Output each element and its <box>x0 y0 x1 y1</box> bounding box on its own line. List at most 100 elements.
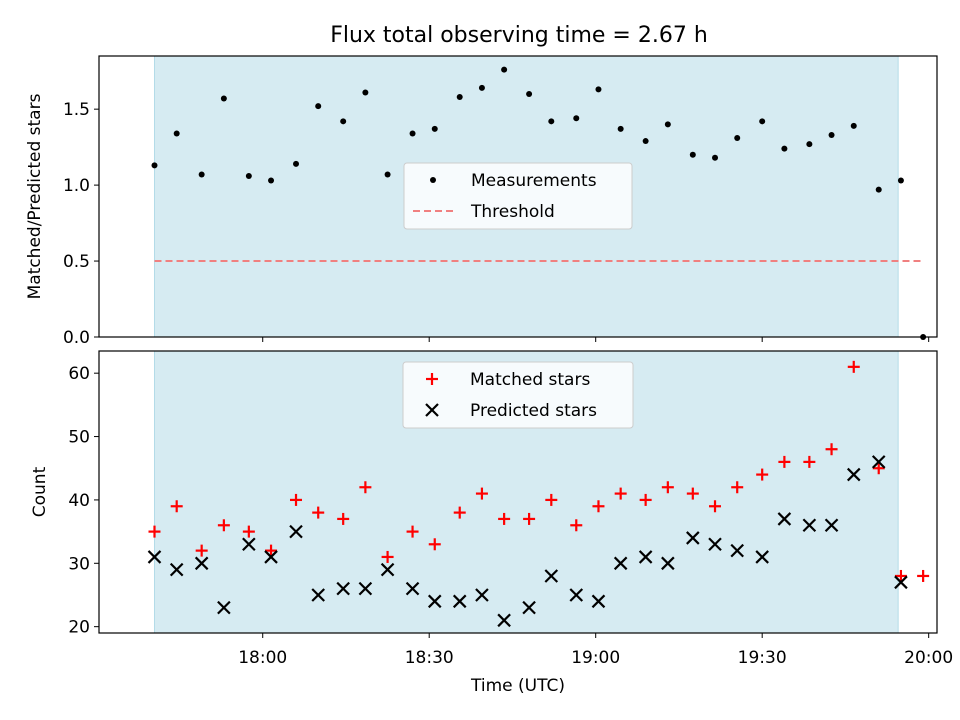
x-stroke <box>194 556 209 571</box>
matched-stars-point <box>242 525 255 538</box>
predicted-stars-point <box>871 455 886 469</box>
matched-stars-point <box>661 481 674 494</box>
x-stroke <box>802 518 817 533</box>
matched-stars-point <box>195 544 208 557</box>
predicted-stars-point <box>289 524 303 539</box>
matched-stars-point <box>498 512 511 525</box>
measurement-point <box>315 103 322 110</box>
y-tick-label: 40 <box>68 491 90 511</box>
predicted-stars-point <box>686 531 700 545</box>
x-stroke <box>846 467 861 482</box>
matched-stars-point <box>170 500 183 513</box>
predicted-stars-point <box>358 581 373 596</box>
measurement-point <box>664 121 671 128</box>
x-stroke <box>452 594 467 609</box>
matched-stars-point <box>639 493 652 506</box>
predicted-stars-point <box>311 588 325 602</box>
x-stroke <box>569 588 584 602</box>
predicted-stars-point <box>497 613 511 628</box>
matched-stars-point <box>359 481 372 494</box>
measurement-point <box>806 141 813 148</box>
matched-stars-point <box>312 506 325 519</box>
measurement-point <box>431 125 438 132</box>
matched-stars-point <box>872 462 885 475</box>
predicted-stars-point <box>194 556 209 571</box>
y-axis-label: Matched/Predicted stars <box>25 93 45 299</box>
x-stroke <box>613 556 628 571</box>
legend: Measurements Threshold <box>403 162 633 230</box>
x-stroke <box>264 550 278 564</box>
matched-stars-point <box>290 493 303 506</box>
measurement-point <box>875 186 882 193</box>
predicted-stars-point <box>613 556 628 571</box>
predicted-stars-point <box>638 550 653 564</box>
legend-label: Matched stars <box>470 370 590 390</box>
predicted-stars-point <box>380 562 395 577</box>
x-stroke <box>311 588 325 602</box>
predicted-stars-point <box>730 543 744 558</box>
y-tick-label: 50 <box>68 428 90 448</box>
measurement-point <box>548 118 555 125</box>
measurement-point <box>897 177 904 184</box>
predicted-stars-point <box>894 575 908 590</box>
x-stroke <box>427 594 442 609</box>
predicted-stars-point <box>802 518 817 533</box>
x-stroke <box>661 556 675 571</box>
x-stroke <box>425 403 439 417</box>
legend-box <box>402 361 634 429</box>
legend-label: Threshold <box>470 202 555 222</box>
predicted-stars-point <box>824 518 839 533</box>
matched-stars-point <box>217 519 230 532</box>
x-axis-label: Time (UTC) <box>470 676 565 696</box>
y-tick-label: 1.0 <box>63 176 90 196</box>
axes-frame <box>98 350 938 634</box>
x-stroke <box>591 594 606 609</box>
matched-stars-point <box>592 500 605 513</box>
predicted-stars-point <box>264 550 278 564</box>
matched-stars-point <box>265 544 278 557</box>
y-tick-label: 0.0 <box>63 328 90 348</box>
x-tick-label: 18:00 <box>238 648 287 668</box>
matched-stars-point <box>686 487 699 500</box>
x-stroke <box>777 512 792 526</box>
x-stroke <box>497 613 511 628</box>
panel-bottom: 20 30 40 50 60 Count Matched stars Predicted st… <box>30 350 953 696</box>
legend-matched-swatch <box>426 373 438 385</box>
matched-stars-point <box>148 525 161 538</box>
x-stroke <box>475 588 489 602</box>
matched-stars-point <box>803 455 816 468</box>
y-tick-label: 30 <box>68 554 90 574</box>
measurement-point <box>173 130 180 137</box>
measurement-point <box>617 125 624 132</box>
matched-stars-point <box>570 519 583 532</box>
measurement-point <box>245 172 252 179</box>
y-tick-label: 0.5 <box>63 252 90 272</box>
predicted-stars-point <box>661 556 675 571</box>
measurement-point <box>198 171 205 178</box>
x-stroke <box>358 581 373 596</box>
x-stroke <box>169 562 184 577</box>
predicted-stars-point <box>147 550 162 564</box>
measurement-point <box>456 94 463 101</box>
x-stroke <box>638 550 653 564</box>
x-stroke <box>217 600 231 615</box>
matched-stars-point <box>428 538 441 551</box>
measurement-point <box>759 118 766 125</box>
measurement-point <box>828 131 835 138</box>
measurement-point <box>384 171 391 178</box>
matched-stars-point <box>731 481 744 494</box>
x-stroke <box>871 455 886 469</box>
predicted-stars-point <box>522 600 536 615</box>
measurement-point <box>595 86 602 93</box>
measurement-point <box>734 135 741 142</box>
predicted-stars-point <box>544 569 559 583</box>
x-stroke <box>708 537 722 552</box>
measurement-point <box>781 145 788 152</box>
x-stroke <box>242 537 256 552</box>
matched-stars-point <box>337 512 350 525</box>
legend-measurement-swatch <box>430 177 436 183</box>
matched-stars-point <box>614 487 627 500</box>
x-stroke <box>405 581 420 596</box>
x-tick-label: 19:00 <box>571 648 620 668</box>
predicted-stars-point <box>405 581 420 596</box>
